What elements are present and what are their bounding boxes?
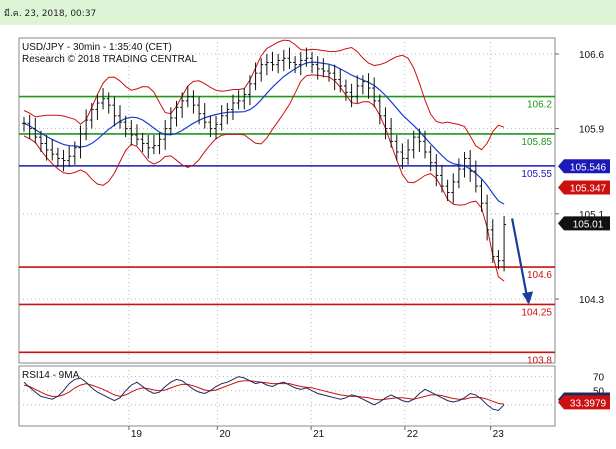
chart-title: USD/JPY - 30min - 1:35:40 (CET) [22,42,172,53]
y-tick-label: 105.1 [579,210,604,221]
rsi-tick-label: 50 [593,387,605,398]
rsi-tag-label: 33.3979 [570,398,607,409]
forecast-arrow-head [522,291,534,305]
level-label: 106.2 [527,100,552,111]
main-grid [19,38,555,363]
rsi-tick-label: 70 [593,373,605,384]
price-tag-label: 105.01 [573,219,604,230]
candles [22,47,507,272]
level-label: 105.85 [521,137,552,148]
forecast-arrow-shaft [510,218,530,303]
rsi-grid [19,366,555,426]
main-panel-frame [18,37,556,364]
timestamp: มี.ค. 23, 2018, 00:37 [4,9,97,19]
rsi-line [23,376,505,412]
price-tag-label: 105.347 [570,184,607,195]
chart-subtitle: Research © 2018 TRADING CENTRAL [22,54,197,65]
x-tick-label: 22 [407,429,419,440]
price-tag-label: 105.546 [570,162,607,173]
rsi-lines [23,376,505,412]
y-tick-label: 105.9 [579,125,604,136]
moving-average [23,61,505,205]
bollinger-upper [23,39,505,151]
x-tick-label: 23 [493,429,505,440]
x-tick-label: 20 [219,429,231,440]
rsi-tag-bg [558,395,610,410]
level-label: 104.25 [521,307,552,318]
x-tick-label: 19 [131,429,143,440]
x-axis-labels: 19 20 21 22 23 [128,426,505,440]
price-tag-bg [558,216,610,231]
rsi-panel-frame [18,365,556,427]
level-label: 103.8 [527,355,552,366]
bollinger-bands [23,39,505,282]
rsi-ma-line [23,380,505,405]
y-tick-label: 106.6 [579,50,604,61]
price-tag-bg [558,159,610,174]
bollinger-lower [23,74,505,282]
moving-average-line [23,61,505,205]
support-resistance-levels: 106.2 105.85 105.55 104.6 104.25 103.8 [19,95,555,366]
header-bar: มี.ค. 23, 2018, 00:37 [0,0,616,25]
level-label: 105.55 [521,169,552,180]
forecast-arrow [510,218,534,305]
rsi-title: RSI14 - 9MA [22,370,80,381]
y-tick-label: 104.3 [579,295,604,306]
level-label: 104.6 [527,270,552,281]
price-tag-bg [558,180,610,195]
x-tick-label: 21 [313,429,325,440]
